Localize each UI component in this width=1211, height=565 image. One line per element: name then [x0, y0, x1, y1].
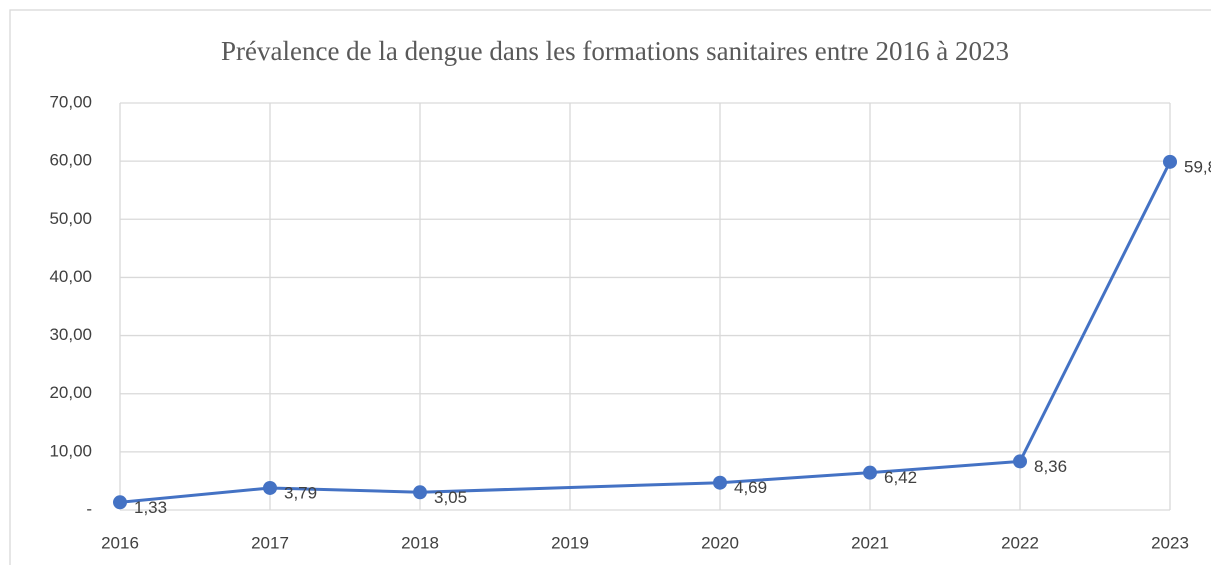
x-tick-label: 2021 [851, 533, 889, 552]
data-label: 6,42 [884, 468, 917, 487]
data-label: 4,69 [734, 478, 767, 497]
point [713, 475, 727, 490]
y-tick-label: 10,00 [49, 441, 92, 460]
x-tick-label: 2019 [551, 533, 589, 552]
x-tick-label: 2020 [701, 533, 739, 552]
point [1013, 454, 1027, 469]
point [1163, 154, 1177, 169]
y-tick-label: 60,00 [49, 151, 92, 170]
point [863, 465, 877, 480]
marks: 1,33 3,79 3,05 4,69 6,42 8,36 59,88 [113, 154, 1211, 517]
y-tick-label: 40,00 [49, 267, 92, 286]
grid [119, 102, 1171, 511]
y-tick-label: - [86, 499, 92, 518]
data-label: 59,88 [1184, 157, 1211, 176]
point [413, 485, 427, 500]
chart-border [9, 9, 1211, 565]
data-label: 3,05 [434, 488, 467, 507]
data-label: 3,79 [284, 483, 317, 502]
chart-title: Prévalence de la dengue dans les formati… [221, 36, 1009, 66]
y-tick-label: 50,00 [49, 209, 92, 228]
x-tick-label: 2018 [401, 533, 439, 552]
y-tick-label: 70,00 [49, 92, 92, 111]
x-tick-label: 2016 [101, 533, 139, 552]
x-tick-label: 2017 [251, 533, 289, 552]
point [263, 480, 277, 495]
data-label: 1,33 [134, 498, 167, 517]
data-label: 8,36 [1034, 457, 1067, 476]
x-tick-label: 2022 [1001, 533, 1039, 552]
x-tick-label: 2023 [1151, 533, 1189, 552]
point [113, 495, 127, 510]
y-tick-label: 30,00 [49, 325, 92, 344]
y-tick-label: 20,00 [49, 383, 92, 402]
